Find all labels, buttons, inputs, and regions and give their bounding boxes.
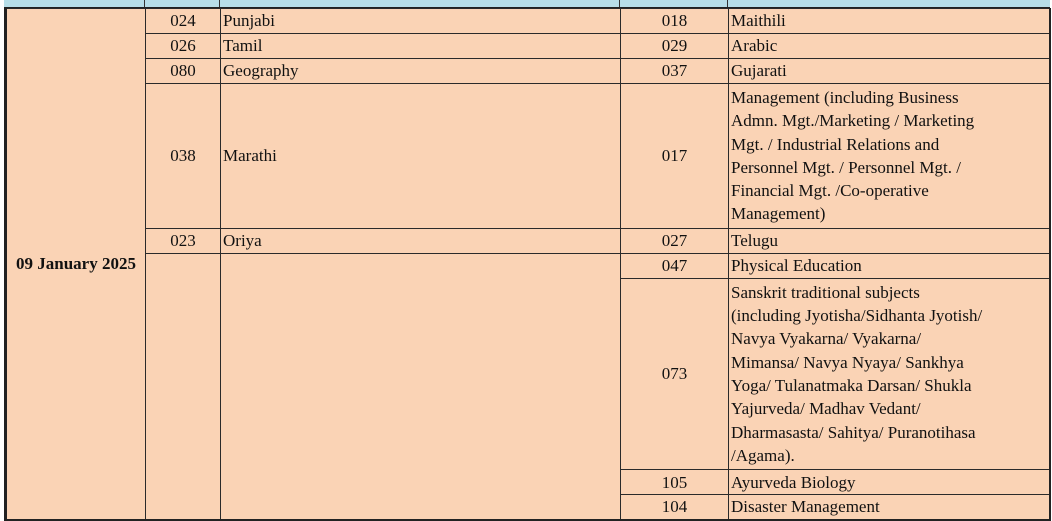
table-row: 105 Ayurveda Biology (6, 469, 1050, 496)
subject-code: 105 (620, 469, 729, 496)
subject-code: 017 (620, 83, 729, 229)
subject-name: Oriya (220, 227, 621, 254)
subject-name: Sanskrit traditional subjects (including… (728, 277, 1050, 471)
header-cell (144, 0, 220, 7)
exam-schedule-table: 09 January 2025 024 Punjabi 018 Maithili… (4, 7, 1051, 521)
table-row: 104 Disaster Management (6, 494, 1050, 521)
table-row: 026 Tamil 029 Arabic (6, 33, 1050, 59)
subject-name: Ayurveda Biology (728, 469, 1050, 496)
table-row: 023 Oriya 027 Telugu (6, 227, 1050, 254)
subject-name: Maithili (728, 8, 1050, 34)
empty-cell (145, 252, 221, 521)
empty-cell (220, 252, 621, 521)
subject-name: Management (including Business Admn. Mgt… (728, 83, 1050, 229)
subject-name: Gujarati (728, 58, 1050, 84)
table-row: 080 Geography 037 Gujarati (6, 58, 1050, 84)
subject-name: Punjabi (220, 8, 621, 34)
subject-code: 104 (620, 494, 729, 521)
subject-code: 080 (145, 58, 221, 84)
subject-code: 047 (620, 252, 729, 279)
subject-name: Physical Education (728, 252, 1050, 279)
table-row: 038 Marathi 017 Management (including Bu… (6, 83, 1050, 229)
subject-code: 038 (145, 83, 221, 229)
subject-name: Arabic (728, 33, 1050, 59)
table-row: 09 January 2025 024 Punjabi 018 Maithili (5, 7, 1050, 521)
header-cell (4, 0, 145, 7)
subject-code: 026 (145, 33, 221, 59)
subject-code: 029 (620, 33, 729, 59)
exam-date: 09 January 2025 (5, 7, 146, 521)
header-cell (219, 0, 620, 7)
subject-code: 037 (620, 58, 729, 84)
subject-name: Marathi (220, 83, 621, 229)
subject-name: Tamil (220, 33, 621, 59)
subject-name: Geography (220, 58, 621, 84)
subject-name: Telugu (728, 227, 1050, 254)
table-row: 073 Sanskrit traditional subjects (inclu… (6, 277, 1050, 471)
header-cell (619, 0, 728, 7)
subject-code: 027 (620, 227, 729, 254)
subject-code: 023 (145, 227, 221, 254)
subject-code: 073 (620, 277, 729, 471)
subject-name: Disaster Management (728, 494, 1050, 521)
subject-code: 018 (620, 8, 729, 34)
subject-code: 024 (145, 8, 221, 34)
table-row: 047 Physical Education (6, 252, 1050, 521)
